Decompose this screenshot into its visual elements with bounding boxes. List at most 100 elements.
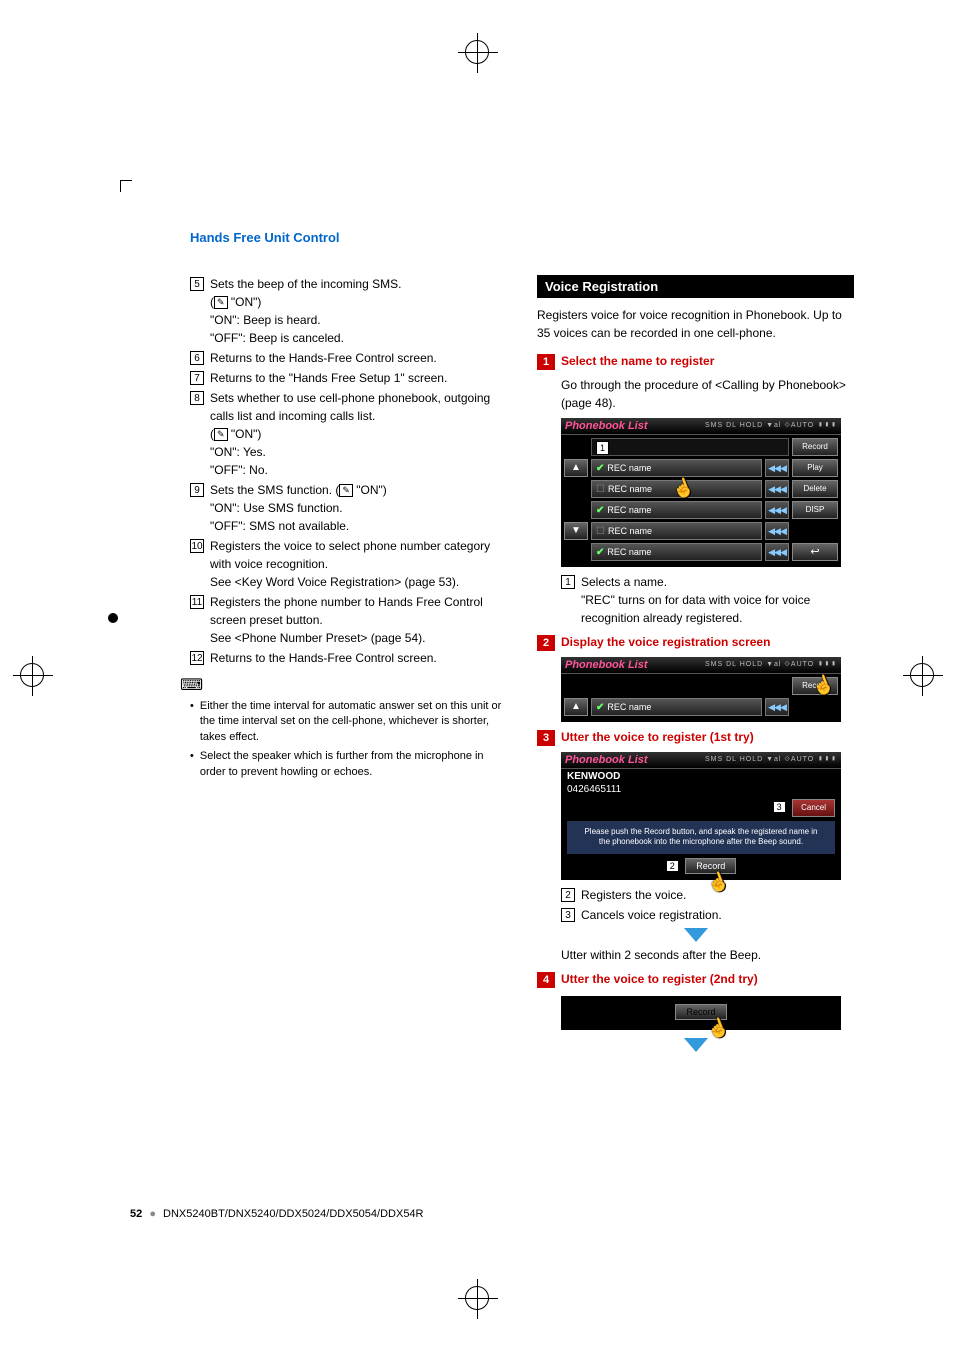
item-number: 5 <box>190 277 204 291</box>
list-row[interactable]: ✔REC name <box>591 543 762 561</box>
pen-icon: ✎ <box>214 296 228 309</box>
list-row[interactable]: ✔REC name <box>591 459 762 477</box>
item-number: 12 <box>190 651 204 665</box>
list-item-5: 5 Sets the beep of the incoming SMS. (✎ … <box>190 275 507 347</box>
item-number: 9 <box>190 483 204 497</box>
margin-dot <box>108 613 118 623</box>
row-label: REC name <box>607 702 651 712</box>
item-text: Returns to the "Hands Free Setup 1" scre… <box>210 369 507 387</box>
check-icon: ✔ <box>596 505 604 516</box>
s3-desc-3: 3 Cancels voice registration. <box>561 906 854 924</box>
footer-models: DNX5240BT/DNX5240/DDX5024/DDX5054/DDX54R <box>163 1208 423 1220</box>
list-row[interactable]: ✔REC name <box>591 698 762 716</box>
list-item-12: 12 Returns to the Hands-Free Control scr… <box>190 649 507 667</box>
up-button[interactable]: ▲ <box>564 698 588 716</box>
footer-separator: ● <box>149 1208 156 1220</box>
callout-2: 2 <box>666 860 679 872</box>
delete-button[interactable]: Delete <box>792 480 838 498</box>
item-text: "REC" turns on for data with voice for v… <box>581 591 854 627</box>
bars-icon[interactable]: ◀◀◀ <box>765 543 789 561</box>
step-title: Utter the voice to register (1st try) <box>561 730 754 744</box>
bars-icon[interactable]: ◀◀◀ <box>765 480 789 498</box>
step-body: Go through the procedure of <Calling by … <box>561 376 854 412</box>
record-button[interactable]: Record <box>685 858 736 874</box>
note-text: Either the time interval for automatic a… <box>200 699 507 745</box>
down-arrow-icon <box>684 928 708 942</box>
list-item-10: 10 Registers the voice to select phone n… <box>190 537 507 591</box>
row-label: REC name <box>607 505 651 515</box>
back-button[interactable]: ↩ <box>792 543 838 561</box>
list-item-7: 7 Returns to the "Hands Free Setup 1" sc… <box>190 369 507 387</box>
play-button[interactable]: Play <box>792 459 838 477</box>
record-button[interactable]: Record <box>792 438 838 456</box>
callout-3: 3 <box>773 801 786 813</box>
list-row[interactable]: ☐REC name <box>591 522 762 540</box>
ss-title: Phonebook List <box>565 420 648 432</box>
item-text: See <Phone Number Preset> (page 54). <box>210 629 507 647</box>
bullet-dot: • <box>190 699 194 745</box>
bars-icon[interactable]: ◀◀◀ <box>765 459 789 477</box>
step-number: 4 <box>537 972 555 988</box>
cancel-button[interactable]: Cancel <box>792 799 835 817</box>
note-icon: ⌨ <box>180 675 507 695</box>
item-number: 8 <box>190 391 204 405</box>
item-text: Sets whether to use cell-phone phonebook… <box>210 389 507 425</box>
item-text: Sets the beep of the incoming SMS. <box>210 275 507 293</box>
item-text: "ON": Use SMS function. <box>210 499 507 517</box>
bars-icon[interactable]: ◀◀◀ <box>765 698 789 716</box>
item-text: Registers the phone number to Hands Free… <box>210 593 507 629</box>
list-item-11: 11 Registers the phone number to Hands F… <box>190 593 507 647</box>
bars-icon[interactable]: ◀◀◀ <box>765 522 789 540</box>
crop-mark-left <box>20 663 44 687</box>
note-bullet: • Either the time interval for automatic… <box>190 699 507 745</box>
item-text: Selects a name. <box>581 573 854 591</box>
step-4: 4 Utter the voice to register (2nd try) <box>537 972 854 988</box>
note-bullet: • Select the speaker which is further fr… <box>190 749 507 780</box>
check-icon: ✔ <box>596 702 604 713</box>
item-text: Registers the voice to select phone numb… <box>210 537 507 573</box>
down-arrow-icon <box>684 1038 708 1052</box>
corner-tick <box>120 180 132 192</box>
row-label: REC name <box>608 526 652 536</box>
section-title: Hands Free Unit Control <box>190 230 894 245</box>
item-text: (✎ "ON") <box>210 425 507 443</box>
s1-desc: 1 Selects a name. "REC" turns on for dat… <box>561 573 854 627</box>
ss-prompt: Please push the Record button, and speak… <box>569 823 833 852</box>
ss-status: SMS DL HOLD ▼al ⟐AUTO ▮▮▮ <box>705 422 837 430</box>
item-number: 6 <box>190 351 204 365</box>
item-text: Sets the SMS function. (✎ "ON") <box>210 481 507 499</box>
item-text: See <Key Word Voice Registration> (page … <box>210 573 507 591</box>
row-label: REC name <box>607 547 651 557</box>
item-text: "OFF": Beep is canceled. <box>210 329 507 347</box>
right-column: Voice Registration Registers voice for v… <box>537 275 854 1056</box>
ss-status: SMS DL HOLD ▼al ⟐AUTO ▮▮▮ <box>705 756 837 764</box>
item-number: 2 <box>561 888 575 902</box>
item-number: 3 <box>561 908 575 922</box>
list-row[interactable]: ✔REC name <box>591 501 762 519</box>
item-text: "ON": Beep is heard. <box>210 311 507 329</box>
step-title: Display the voice registration screen <box>561 635 770 649</box>
up-button[interactable]: ▲ <box>564 459 588 477</box>
unchecked-icon: ☐ <box>596 484 605 495</box>
item-number: 1 <box>561 575 575 589</box>
screenshot-2: Phonebook List SMS DL HOLD ▼al ⟐AUTO ▮▮▮… <box>537 657 854 722</box>
step-1: 1 Select the name to register <box>537 354 854 370</box>
row-label: REC name <box>607 463 651 473</box>
item-text: (✎ "ON") <box>210 293 507 311</box>
step-2: 2 Display the voice registration screen <box>537 635 854 651</box>
item-text: "OFF": No. <box>210 461 507 479</box>
ss-title: Phonebook List <box>565 754 648 766</box>
item-text: Returns to the Hands-Free Control screen… <box>210 649 507 667</box>
step-number: 2 <box>537 635 555 651</box>
step-number: 3 <box>537 730 555 746</box>
down-button[interactable]: ▼ <box>564 522 588 540</box>
bars-icon[interactable]: ◀◀◀ <box>765 501 789 519</box>
disp-button[interactable]: DISP <box>792 501 838 519</box>
intro-text: Registers voice for voice recognition in… <box>537 306 854 342</box>
item-number: 7 <box>190 371 204 385</box>
check-icon: ✔ <box>596 547 604 558</box>
item-number: 11 <box>190 595 204 609</box>
item-text: "OFF": SMS not available. <box>210 517 507 535</box>
check-icon: ✔ <box>596 463 604 474</box>
item-text: Returns to the Hands-Free Control screen… <box>210 349 507 367</box>
